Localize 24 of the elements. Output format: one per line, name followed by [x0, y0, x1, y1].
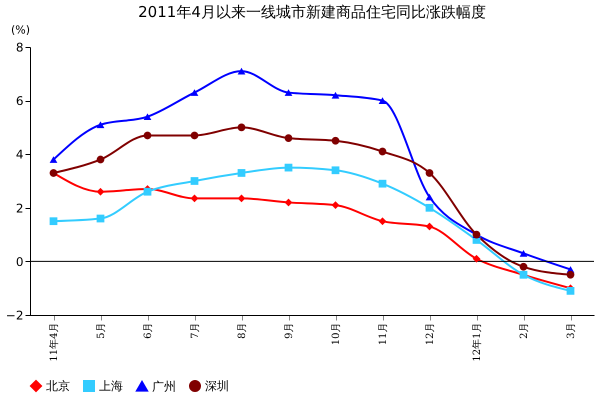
y-tick-label: 6	[16, 94, 24, 108]
x-tick-label: 10月	[331, 322, 342, 346]
x-tick-label: 5月	[96, 322, 107, 339]
legend-label: 深圳	[205, 379, 229, 393]
x-tick-label: 11月	[378, 322, 389, 346]
x-tick-label: 2月	[519, 322, 530, 339]
x-tick-label: 12月	[425, 322, 436, 346]
x-tick-label: 3月	[566, 322, 577, 339]
x-tick-label: 12年1月	[471, 322, 483, 362]
y-axis-title: (%)	[10, 24, 30, 36]
y-tick-label: 8	[16, 40, 24, 54]
y-tick-label: 4	[16, 148, 24, 162]
x-tick-label: 8月	[237, 322, 248, 339]
x-tick-label: 9月	[284, 322, 295, 339]
x-tick-label: 11年4月	[48, 322, 60, 362]
legend-label: 北京	[46, 379, 70, 393]
x-tick-label: 7月	[190, 322, 201, 339]
chart-title: 2011年4月以来一线城市新建商品住宅同比涨跌幅度	[138, 3, 486, 21]
y-tick-label: 2	[16, 201, 24, 216]
x-tick-label: 6月	[143, 322, 154, 339]
legend-label: 广州	[152, 379, 176, 394]
y-tick-label: 0	[16, 254, 24, 269]
y-tick-label: −2	[6, 308, 24, 322]
legend-label: 上海	[99, 379, 123, 393]
